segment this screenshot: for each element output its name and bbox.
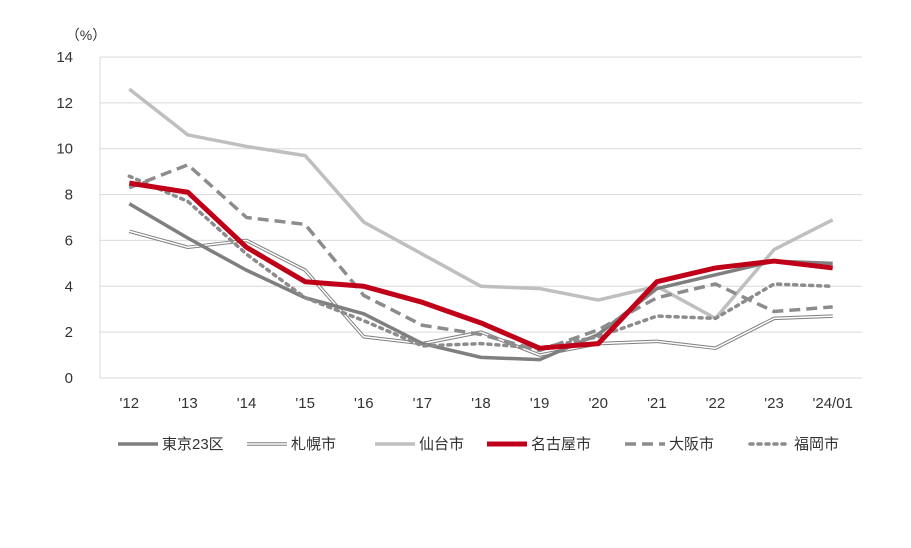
legend-item: 東京23区 [118, 436, 224, 453]
axes: （%） [66, 27, 862, 379]
series-5-group [127, 174, 835, 350]
legend-item: 福岡市 [748, 436, 839, 453]
series-2-group [128, 87, 834, 321]
series-3-group [128, 180, 833, 351]
y-tick-label: 0 [65, 370, 73, 387]
x-tick-label: '20 [588, 395, 608, 412]
legend-item: 仙台市 [375, 436, 464, 453]
x-tick-labels: '12 '13 '14 '15 '16 '17 '18 '19 '20 '21 '22 '23 '24/… [120, 395, 853, 412]
series-line [128, 163, 833, 353]
x-tick-label: '24/01 [812, 395, 852, 412]
y-tick-label: 2 [65, 324, 73, 341]
x-tick-label: '19 [530, 395, 550, 412]
legend-item: 名古屋市 [487, 436, 591, 453]
y-tick-label: 4 [65, 278, 73, 295]
x-tick-label: '14 [237, 395, 257, 412]
x-tick-label: '13 [178, 395, 198, 412]
series-1-group [128, 229, 833, 357]
legend-label: 仙台市 [419, 436, 464, 453]
y-tick-label: 14 [56, 49, 73, 66]
x-tick-label: '23 [764, 395, 784, 412]
legend: 東京23区 札幌市 仙台市 名古屋市 大阪市 福岡市 [118, 436, 839, 453]
legend-label: 東京23区 [162, 436, 224, 453]
legend-item: 大阪市 [625, 436, 714, 453]
y-tick-label: 10 [56, 141, 73, 158]
x-tick-label: '12 [120, 395, 140, 412]
series-lines [127, 87, 835, 362]
legend-label: 大阪市 [669, 436, 714, 453]
legend-label: 福岡市 [794, 436, 839, 453]
legend-label: 札幌市 [291, 436, 336, 453]
gridlines [100, 56, 862, 333]
series-0-group [128, 202, 833, 362]
x-tick-label: '18 [471, 395, 491, 412]
x-tick-label: '22 [706, 395, 726, 412]
series-4-group [128, 163, 833, 353]
series-line [128, 202, 833, 362]
legend-item: 札幌市 [247, 436, 336, 453]
x-tick-label: '17 [413, 395, 433, 412]
series-line [128, 180, 833, 351]
y-tick-label: 6 [65, 232, 73, 249]
y-tick-label: 8 [65, 187, 73, 204]
series-line [127, 174, 835, 350]
x-tick-label: '16 [354, 395, 374, 412]
y-tick-labels: 0 2 4 6 8 10 12 14 [56, 49, 73, 387]
series-line [128, 87, 834, 321]
series-line-inner [129, 230, 833, 356]
series-line [128, 229, 833, 357]
legend-label: 名古屋市 [531, 436, 591, 453]
y-unit-label: （%） [66, 27, 106, 43]
x-tick-label: '15 [295, 395, 315, 412]
x-tick-label: '21 [647, 395, 667, 412]
y-tick-label: 12 [56, 95, 73, 112]
